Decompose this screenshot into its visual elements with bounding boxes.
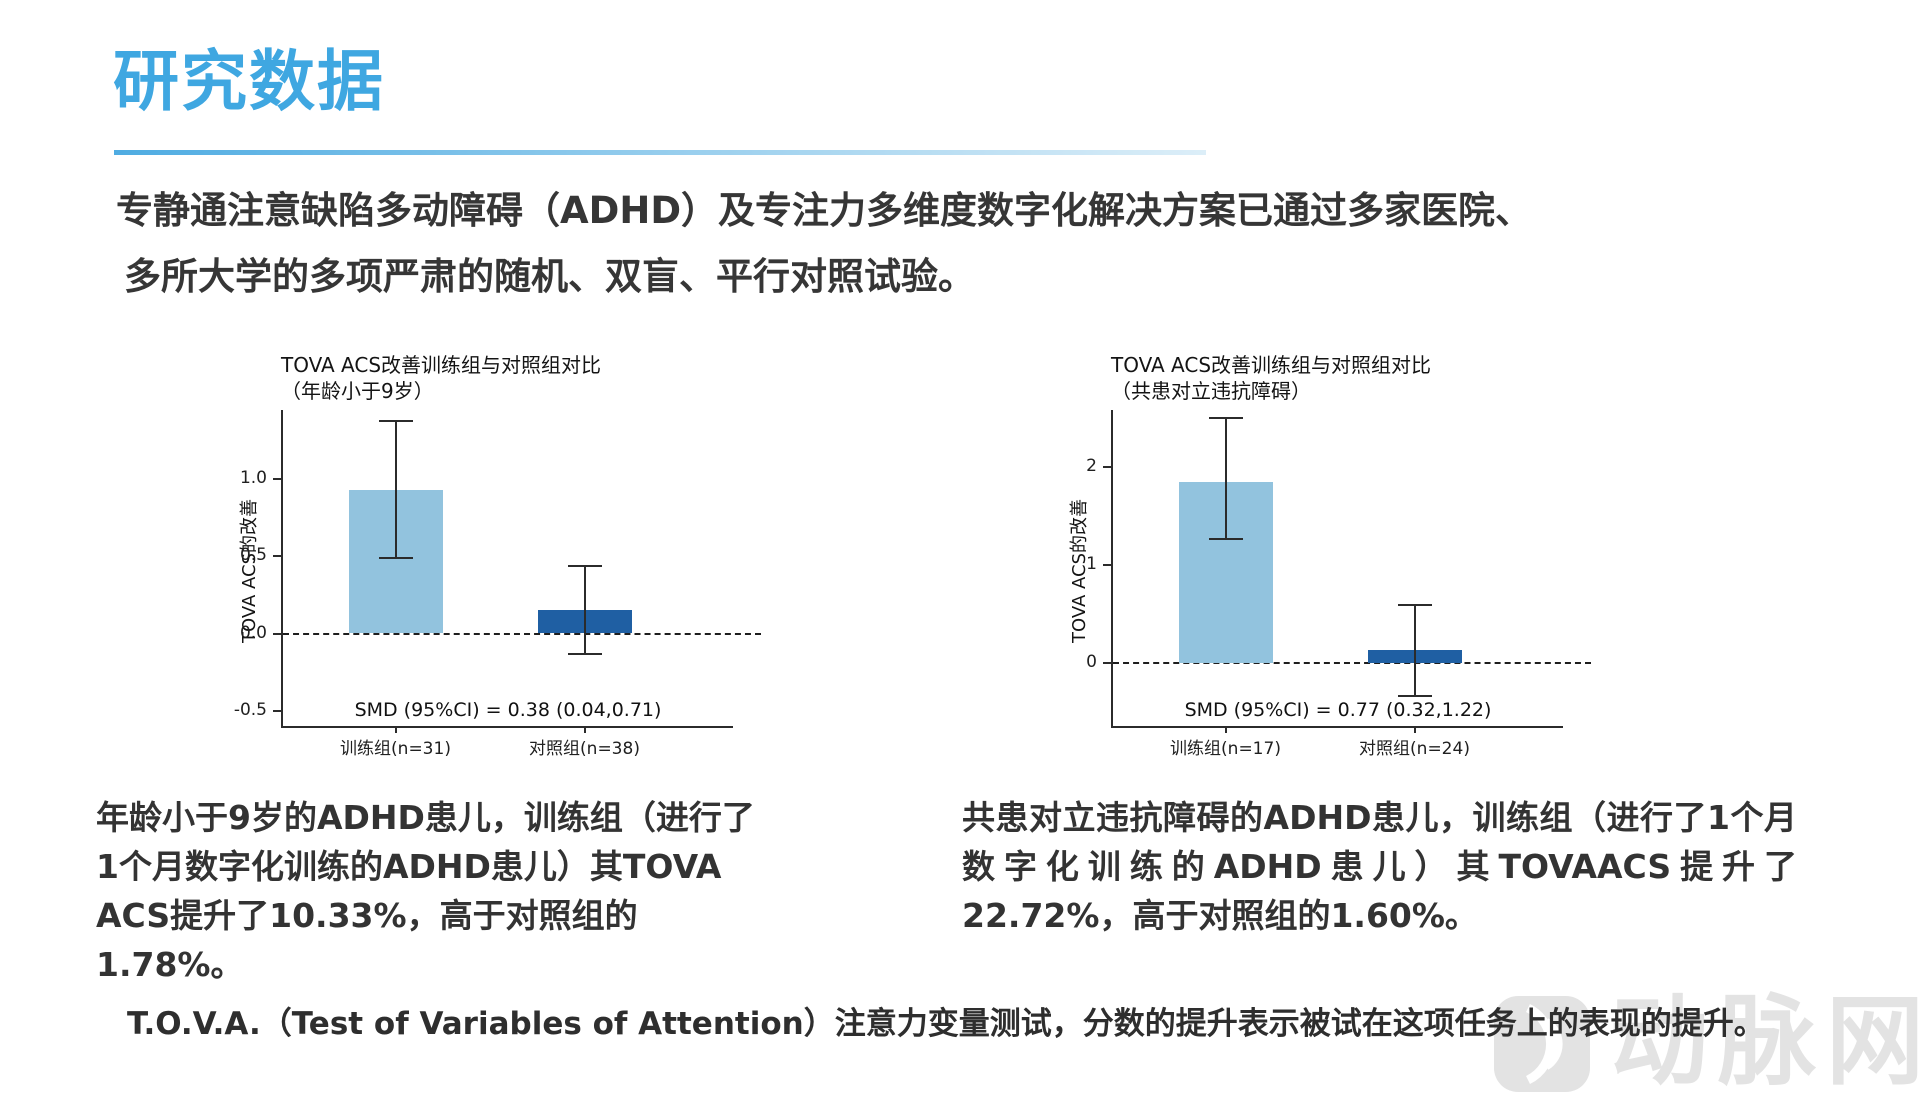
chart-title-line: TOVA ACS改善训练组与对照组对比 — [281, 353, 602, 377]
chart-title-line: TOVA ACS改善训练组与对照组对比 — [1111, 353, 1432, 377]
y-tick-label: 2 — [1086, 455, 1097, 476]
zero-baseline — [1113, 662, 1591, 665]
y-tick-mark — [273, 709, 281, 712]
note-under-9: 年龄小于9岁的ADHD患儿，训练组（进行了1个月数字化训练的ADHD患儿）其TO… — [96, 798, 755, 984]
x-axis-label: 对照组(n=38) — [529, 739, 640, 759]
error-bar-cap — [1208, 416, 1243, 419]
bar-chart-under-9: TOVA ACS改善训练组与对照组对比 （年龄小于9岁） TOVA ACS的改善… — [228, 352, 808, 782]
chart-subtitle-line: （共患对立违抗障碍） — [1111, 379, 1311, 403]
error-bar-line — [1224, 417, 1227, 539]
chart-title: TOVA ACS改善训练组与对照组对比 （年龄小于9岁） — [281, 352, 601, 404]
error-bar-line — [394, 420, 397, 558]
error-bar-line — [583, 565, 586, 654]
x-axis-label: 对照组(n=24) — [1359, 739, 1470, 759]
error-bar-cap — [1397, 694, 1432, 697]
watermark: 动脉网 — [1493, 985, 1920, 1099]
x-tick-mark — [583, 726, 586, 733]
intro-paragraph: 专静通注意缺陷多动障碍（ADHD）及专注力多维度数字化解决方案已通过多家医院、 … — [116, 178, 1816, 310]
x-axis-label: 训练组(n=17) — [1170, 739, 1281, 759]
y-tick-mark — [273, 478, 281, 481]
x-tick-mark — [394, 726, 397, 733]
error-bar-cap — [1397, 604, 1432, 607]
note-odd-comorbid: 共患对立违抗障碍的ADHD患儿，训练组（进行了1个月数字化训练的ADHD患儿）其… — [962, 798, 1797, 935]
chart-title: TOVA ACS改善训练组与对照组对比 （共患对立违抗障碍） — [1111, 352, 1431, 404]
error-bar-cap — [567, 564, 602, 567]
error-bar-cap — [378, 419, 413, 422]
error-bar-line — [1413, 605, 1416, 696]
y-tick-label: 0 — [1086, 652, 1097, 673]
y-tick-label: 1.0 — [239, 468, 267, 489]
y-tick-mark — [273, 555, 281, 558]
x-axis-label: 训练组(n=31) — [340, 739, 451, 759]
plot-area: 2 1 0 训练组(n=17) 对照组(n=24) SMD (95%CI) = 0.77 … — [1086, 410, 1591, 759]
y-tick-mark — [273, 632, 281, 635]
y-tick-label: -0.5 — [233, 699, 267, 720]
y-tick-label: 0.5 — [239, 545, 267, 566]
watermark-logo-icon — [1493, 996, 1590, 1092]
footer-note: T.O.V.A.（Test of Variables of Attention）… — [127, 1006, 1765, 1042]
y-tick-mark — [1103, 662, 1111, 665]
intro-line-1: 专静通注意缺陷多动障碍（ADHD）及专注力多维度数字化解决方案已通过多家医院、 — [116, 189, 1533, 232]
watermark-text: 动脉网 — [1609, 985, 1920, 1099]
y-tick-mark — [1103, 465, 1111, 468]
y-tick-label: 1 — [1086, 554, 1097, 575]
zero-baseline — [283, 632, 761, 635]
intro-line-2: 多所大学的多项严肃的随机、双盲、平行对照试验。 — [124, 255, 975, 298]
bar-chart-odd-comorbid: TOVA ACS改善训练组与对照组对比 （共患对立违抗障碍） TOVA ACS的… — [1058, 352, 1638, 782]
chart-subtitle-line: （年龄小于9岁） — [281, 379, 434, 403]
smd-annotation: SMD (95%CI) = 0.38 (0.04,0.71) — [354, 699, 662, 721]
smd-annotation: SMD (95%CI) = 0.77 (0.32,1.22) — [1184, 699, 1492, 721]
title-underline-divider — [114, 150, 1206, 155]
page-title: 研究数据 — [113, 43, 385, 120]
error-bar-cap — [378, 556, 413, 559]
x-tick-mark — [1224, 726, 1227, 733]
error-bar-cap — [567, 652, 602, 655]
y-tick-label: 0.0 — [239, 622, 267, 643]
x-tick-mark — [1413, 726, 1416, 733]
y-tick-mark — [1103, 564, 1111, 567]
error-bar-cap — [1208, 537, 1243, 540]
plot-area: 1.0 0.5 0.0 -0.5 训练组(n=31) 对照组(n=38) SMD (95%C… — [234, 410, 761, 759]
